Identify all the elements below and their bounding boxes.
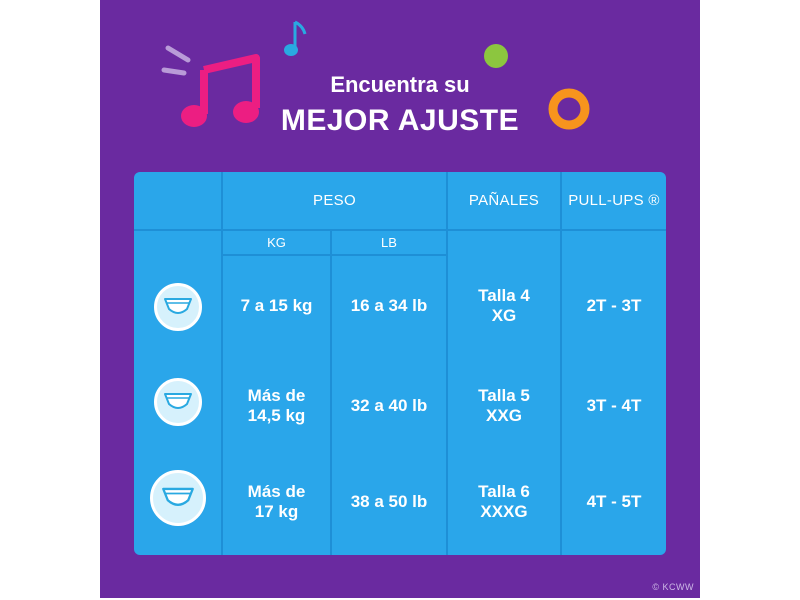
- music-notes-icon: [161, 45, 260, 127]
- subheader-lb: LB: [381, 235, 397, 250]
- size-table: PESO PAÑALES PULL-UPS ® KG LB 7 a 15 kg …: [134, 172, 666, 555]
- diaper-icon: [150, 470, 206, 526]
- header-pullups: PULL-UPS ®: [568, 192, 660, 209]
- row-1-panales: Talla 4 XG: [478, 286, 530, 325]
- row-1-lb: 16 a 34 lb: [350, 296, 428, 315]
- small-music-note-icon: [284, 20, 307, 56]
- diaper-icon: [154, 378, 202, 426]
- row-1-pullups: 2T - 3T: [586, 296, 642, 315]
- subheader-kg: KG: [267, 235, 286, 250]
- diaper-icon: [154, 283, 202, 331]
- header-line-1: Encuentra su: [330, 72, 470, 97]
- row-2-kg: Más de 14,5 kg: [247, 386, 306, 425]
- chart-panel: Encuentra su MEJOR AJUSTE PESO PAÑALES P…: [100, 0, 700, 598]
- row-2-pullups: 3T - 4T: [586, 396, 642, 415]
- copyright: © KCWW: [652, 582, 694, 592]
- row-3-pullups: 4T - 5T: [586, 492, 642, 511]
- row-3-lb: 38 a 50 lb: [350, 492, 428, 511]
- row-1-kg: 7 a 15 kg: [240, 296, 313, 315]
- green-dot-icon: [484, 44, 508, 68]
- row-3-panales: Talla 6 XXXG: [478, 482, 530, 521]
- header-peso: PESO: [313, 192, 356, 209]
- row-2-panales: Talla 5 XXG: [478, 386, 530, 425]
- orange-ring-icon: [548, 88, 590, 130]
- header-line-2: MEJOR AJUSTE: [280, 104, 520, 137]
- row-3-kg: Más de 17 kg: [247, 482, 306, 521]
- row-2-lb: 32 a 40 lb: [350, 396, 428, 415]
- header-panales: PAÑALES: [468, 192, 540, 209]
